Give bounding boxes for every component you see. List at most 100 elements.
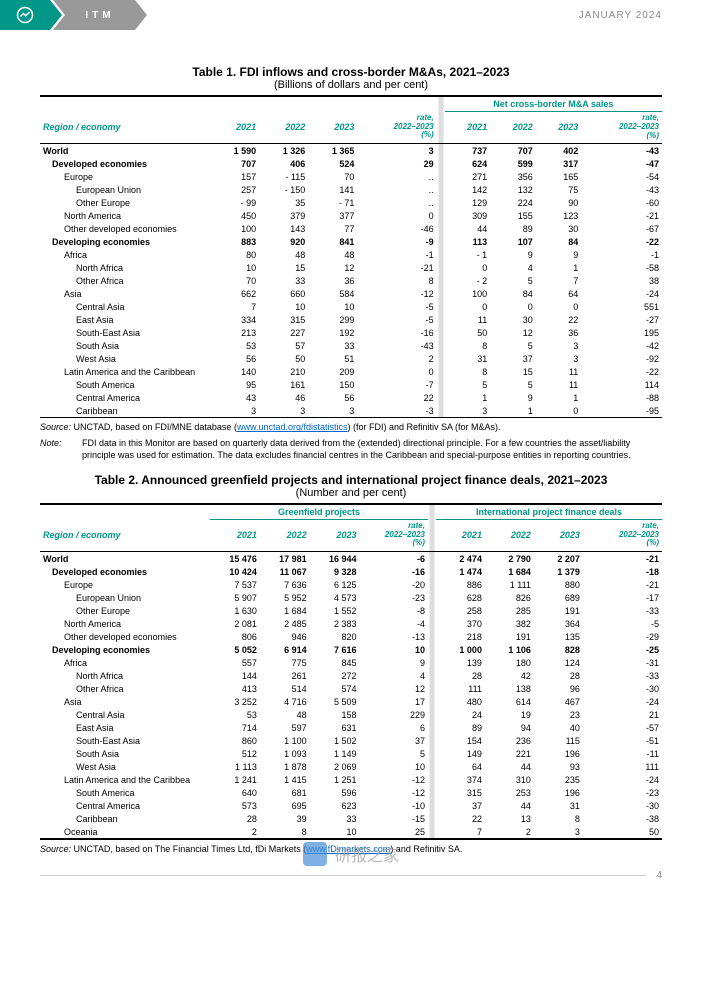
cell: 227 bbox=[259, 326, 308, 339]
col-header: rate,2022–2023(%) bbox=[583, 519, 662, 551]
header-badge: ITM bbox=[65, 0, 135, 30]
fdi-link[interactable]: www.unctad.org/fdistatistics bbox=[237, 422, 348, 432]
cell: 524 bbox=[308, 157, 357, 170]
cell: -42 bbox=[581, 339, 662, 352]
cell: 1 113 bbox=[210, 760, 260, 773]
cell: 11 bbox=[445, 313, 491, 326]
cell: 70 bbox=[308, 170, 357, 183]
cell: 402 bbox=[536, 144, 582, 158]
cell: 1 106 bbox=[485, 643, 534, 656]
cell: -9 bbox=[357, 235, 436, 248]
row-label: World bbox=[40, 144, 210, 158]
col-header: 2023 bbox=[308, 112, 357, 144]
cell: 946 bbox=[260, 630, 310, 643]
cell: 28 bbox=[210, 812, 260, 825]
cell: 406 bbox=[259, 157, 308, 170]
cell: 775 bbox=[260, 656, 310, 669]
cell: 100 bbox=[210, 222, 259, 235]
row-label: Oceania bbox=[40, 825, 210, 839]
cell: 5 952 bbox=[260, 591, 310, 604]
cell: 31 bbox=[534, 799, 583, 812]
cell: 40 bbox=[534, 721, 583, 734]
cell: 714 bbox=[210, 721, 260, 734]
cell: 1 474 bbox=[436, 565, 485, 578]
cell: -51 bbox=[583, 734, 662, 747]
cell: -7 bbox=[357, 378, 436, 391]
footer: 4 bbox=[0, 865, 702, 896]
cell: -30 bbox=[583, 799, 662, 812]
cell: 84 bbox=[536, 235, 582, 248]
cell: -46 bbox=[357, 222, 436, 235]
cell: -5 bbox=[357, 300, 436, 313]
cell: 191 bbox=[485, 630, 534, 643]
cell: 124 bbox=[534, 656, 583, 669]
row-label: Central Asia bbox=[40, 300, 210, 313]
row-label: North Africa bbox=[40, 261, 210, 274]
cell: 2 383 bbox=[310, 617, 360, 630]
cell: 113 bbox=[445, 235, 491, 248]
cell: 1 bbox=[536, 261, 582, 274]
cell: - 1 bbox=[445, 248, 491, 261]
cell: -16 bbox=[360, 565, 428, 578]
row-label: North Africa bbox=[40, 669, 210, 682]
cell: 1 251 bbox=[310, 773, 360, 786]
cell: 29 bbox=[357, 157, 436, 170]
row-label: Central America bbox=[40, 799, 210, 812]
cell: 44 bbox=[485, 760, 534, 773]
row-label: East Asia bbox=[40, 313, 210, 326]
cell: 12 bbox=[490, 326, 536, 339]
cell: 23 bbox=[534, 708, 583, 721]
cell: 1 111 bbox=[485, 578, 534, 591]
cell: -21 bbox=[581, 209, 662, 222]
cell: 96 bbox=[534, 682, 583, 695]
cell: 886 bbox=[436, 578, 485, 591]
cell: 1 552 bbox=[310, 604, 360, 617]
cell: 826 bbox=[485, 591, 534, 604]
row-label: Other developed economies bbox=[40, 630, 210, 643]
row-label: Asia bbox=[40, 287, 210, 300]
watermark-icon bbox=[303, 842, 327, 866]
cell: 157 bbox=[210, 170, 259, 183]
cell: 150 bbox=[308, 378, 357, 391]
cell: 64 bbox=[436, 760, 485, 773]
cell: 3 bbox=[259, 404, 308, 418]
cell: 33 bbox=[259, 274, 308, 287]
cell: 10 bbox=[310, 825, 360, 839]
cell: 512 bbox=[210, 747, 260, 760]
cell: 574 bbox=[310, 682, 360, 695]
cell: -67 bbox=[581, 222, 662, 235]
cell: 599 bbox=[490, 157, 536, 170]
row-label: West Asia bbox=[40, 760, 210, 773]
cell: -57 bbox=[583, 721, 662, 734]
cell: 25 bbox=[360, 825, 428, 839]
cell: 139 bbox=[436, 656, 485, 669]
cell: 15 476 bbox=[210, 552, 260, 566]
cell: 315 bbox=[259, 313, 308, 326]
cell: -8 bbox=[360, 604, 428, 617]
cell: 3 bbox=[534, 825, 583, 839]
cell: 681 bbox=[260, 786, 310, 799]
cell: -33 bbox=[583, 604, 662, 617]
cell: 56 bbox=[308, 391, 357, 404]
cell: 7 bbox=[436, 825, 485, 839]
cell: 596 bbox=[310, 786, 360, 799]
col-header: 2023 bbox=[536, 112, 582, 144]
cell: 370 bbox=[436, 617, 485, 630]
cell: 1 415 bbox=[260, 773, 310, 786]
row-label: Central Asia bbox=[40, 708, 210, 721]
cell: 1 878 bbox=[260, 760, 310, 773]
cell: - 99 bbox=[210, 196, 259, 209]
cell: -16 bbox=[357, 326, 436, 339]
cell: 143 bbox=[259, 222, 308, 235]
cell: 123 bbox=[536, 209, 582, 222]
cell: 53 bbox=[210, 708, 260, 721]
cell: 551 bbox=[581, 300, 662, 313]
cell: 22 bbox=[536, 313, 582, 326]
cell: 138 bbox=[485, 682, 534, 695]
col-header: 2021 bbox=[445, 112, 491, 144]
cell: 695 bbox=[260, 799, 310, 812]
cell: -13 bbox=[360, 630, 428, 643]
cell: 161 bbox=[259, 378, 308, 391]
cell: -43 bbox=[357, 339, 436, 352]
cell: 820 bbox=[310, 630, 360, 643]
